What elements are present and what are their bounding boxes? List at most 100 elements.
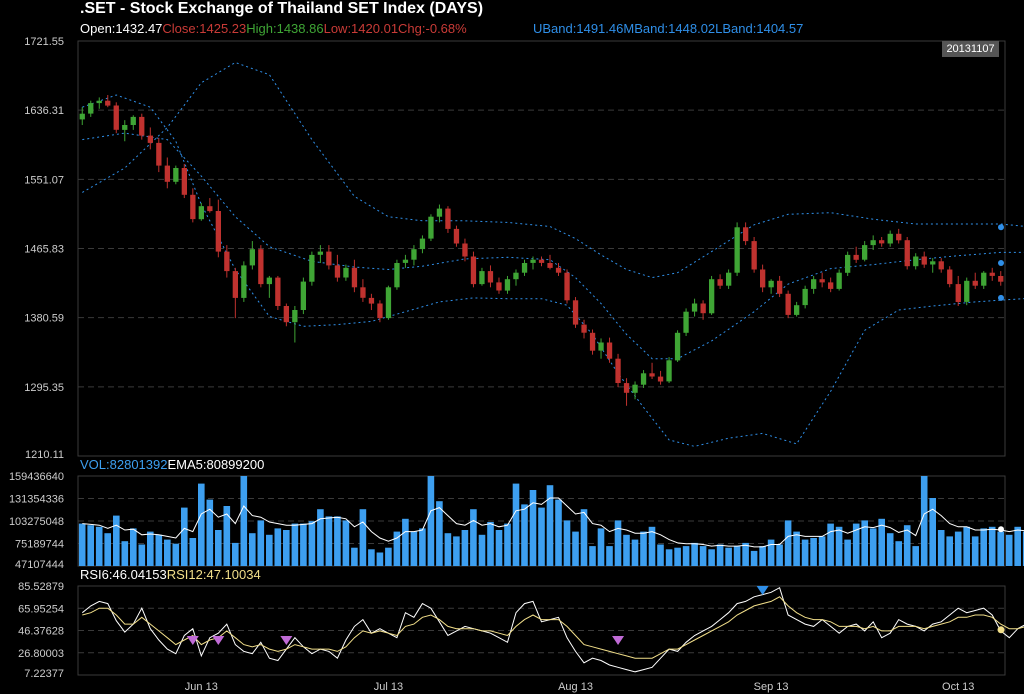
volume-bar xyxy=(776,544,783,566)
volume-bar xyxy=(572,531,579,566)
candle-body xyxy=(360,287,366,298)
volume-bar xyxy=(436,501,443,566)
rsi6-line xyxy=(81,586,1024,673)
candle-body xyxy=(904,240,910,267)
candle-body xyxy=(258,249,264,285)
volume-bar xyxy=(240,476,248,566)
volume-bar xyxy=(827,523,834,566)
sell-signal-marker xyxy=(212,636,225,645)
open-value: Open:1432.47 xyxy=(80,21,163,36)
volume-bar xyxy=(631,539,639,566)
volume-bar xyxy=(835,526,843,566)
volume-bar xyxy=(470,509,477,566)
volume-bar xyxy=(427,476,435,566)
candle-body xyxy=(530,259,536,263)
middle-band-value: MBand:1448.02 xyxy=(623,21,716,36)
volume-bar xyxy=(784,520,792,566)
candle-body xyxy=(564,272,570,301)
volume-bar xyxy=(844,539,851,566)
candle-body xyxy=(947,269,953,285)
candle-body xyxy=(479,271,485,285)
volume-bar xyxy=(606,546,613,566)
candle-body xyxy=(181,168,187,195)
volume-bar xyxy=(589,546,596,566)
candle-body xyxy=(224,251,230,272)
candle-body xyxy=(794,305,800,315)
volume-axis-y-tick: 103275048 xyxy=(9,516,64,528)
volume-bar xyxy=(767,539,775,566)
volume-bar xyxy=(742,542,749,566)
candle-body xyxy=(691,303,698,312)
candle-body xyxy=(79,113,85,120)
volume-bar xyxy=(1005,534,1013,566)
candle-body xyxy=(300,281,306,310)
low-value: Low:1420.01 xyxy=(323,21,399,36)
price-axis-y-tick: 1210.11 xyxy=(25,449,64,461)
volume-bar xyxy=(317,509,324,566)
volume-axis-y-tick: 47107444 xyxy=(15,559,64,571)
volume-bar xyxy=(929,498,936,566)
candle-body xyxy=(385,287,392,319)
volume-bar xyxy=(895,541,902,566)
volume-axis-y-tick: 75189744 xyxy=(15,539,64,551)
candle-body xyxy=(377,303,383,319)
candle-body xyxy=(836,272,842,289)
candle-body xyxy=(394,263,400,288)
candle-body xyxy=(130,116,136,125)
volume-bar xyxy=(351,547,358,566)
candle-body xyxy=(402,259,409,263)
volume-bar xyxy=(232,542,239,566)
middle-band-line xyxy=(82,132,1024,360)
lower-band-value: LBand:1404.57 xyxy=(715,21,804,36)
volume-bar xyxy=(623,534,630,566)
candle-body xyxy=(896,233,902,241)
close-value: Close:1425.23 xyxy=(162,21,247,36)
price-axis-y-tick: 1551.07 xyxy=(24,174,64,186)
volume-bar xyxy=(521,504,528,566)
volume-bar xyxy=(266,534,273,566)
candle-body xyxy=(734,227,740,273)
candle-body xyxy=(334,265,341,278)
volume-bar xyxy=(300,523,307,566)
volume-bar xyxy=(614,520,622,566)
volume-bar xyxy=(206,499,214,566)
candle-body xyxy=(139,116,145,136)
volume-bar xyxy=(95,526,103,566)
rsi-axis-y-tick: 46.37628 xyxy=(18,626,64,638)
volume-bar xyxy=(954,531,962,566)
band-end-dot xyxy=(998,259,1004,266)
volume-bar xyxy=(657,544,664,566)
high-value: High:1438.86 xyxy=(246,21,324,36)
candle-body xyxy=(743,227,749,242)
volume-bar xyxy=(172,543,180,566)
candle-body xyxy=(173,168,179,182)
candle-body xyxy=(760,269,766,288)
candle-body xyxy=(683,311,689,333)
candle-body xyxy=(215,211,221,252)
volume-bar xyxy=(980,528,987,566)
volume-bar xyxy=(674,547,681,566)
candle-body xyxy=(113,105,119,130)
volume-bar xyxy=(971,536,979,566)
volume-bar xyxy=(359,509,367,566)
volume-bar xyxy=(988,526,996,566)
volume-bar xyxy=(249,533,256,566)
volume-bar xyxy=(257,520,265,566)
candle-body xyxy=(351,267,358,288)
sell-signal-marker xyxy=(280,636,293,645)
candle-body xyxy=(938,261,944,270)
price-axis-y-tick: 1295.35 xyxy=(24,382,64,394)
candle-body xyxy=(317,251,323,255)
upper-band-line xyxy=(82,61,1024,279)
candle-body xyxy=(887,233,893,244)
volume-bar xyxy=(682,546,690,566)
candle-body xyxy=(955,284,961,302)
candle-body xyxy=(156,142,162,166)
price-axis-y-tick: 1380.59 xyxy=(24,313,64,325)
volume-bar xyxy=(461,530,469,566)
candle-body xyxy=(879,240,885,244)
rsi12-end-dot xyxy=(997,626,1005,634)
x-axis-tick: Oct 13 xyxy=(942,681,974,693)
volume-bar xyxy=(121,541,129,566)
